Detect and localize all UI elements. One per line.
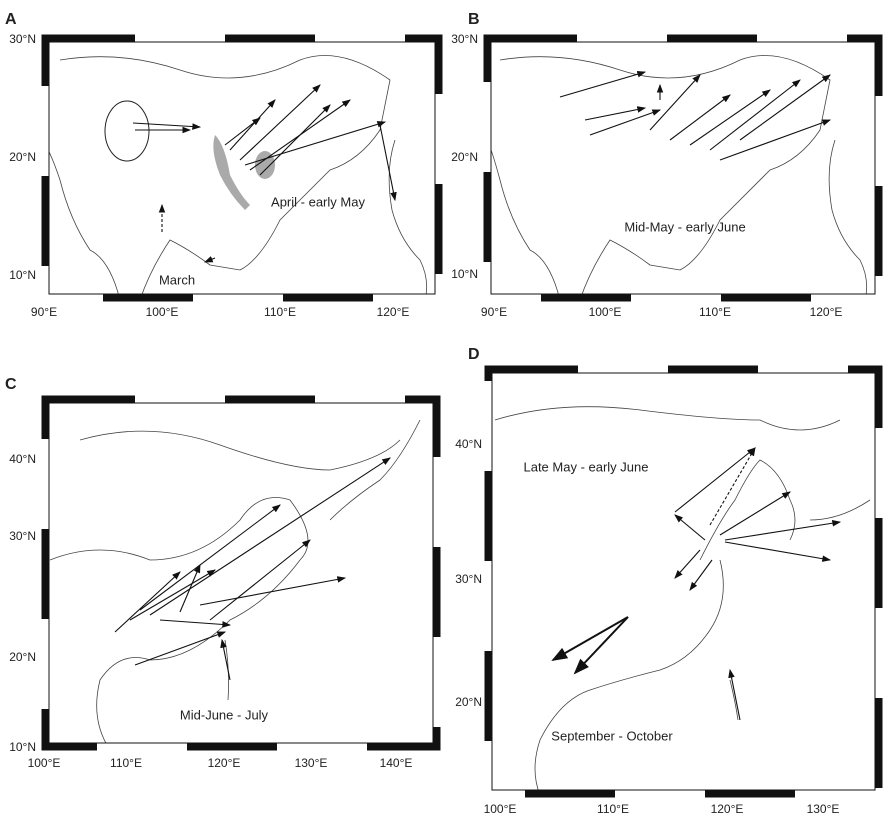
latitude-label: 30°N bbox=[455, 572, 482, 586]
longitude-label: 130°E bbox=[807, 802, 840, 816]
panel-b-map bbox=[483, 34, 883, 302]
period-label: September - October bbox=[551, 728, 673, 743]
longitude-label: 90°E bbox=[31, 305, 57, 319]
longitude-label: 110°E bbox=[699, 305, 731, 319]
longitude-label: 110°E bbox=[597, 802, 629, 816]
longitude-label: 100°E bbox=[589, 305, 622, 319]
latitude-label: 20°N bbox=[9, 150, 36, 164]
panel-a-map bbox=[41, 34, 443, 302]
panel-letter: A bbox=[5, 11, 17, 28]
longitude-label: 140°E bbox=[380, 756, 413, 770]
longitude-label: 110°E bbox=[110, 756, 142, 770]
longitude-label: 130°E bbox=[295, 756, 328, 770]
latitude-label: 10°N bbox=[9, 268, 36, 282]
panel-letter: C bbox=[5, 376, 17, 393]
longitude-label: 120°E bbox=[208, 756, 241, 770]
latitude-label: 30°N bbox=[9, 529, 36, 543]
latitude-label: 30°N bbox=[9, 32, 36, 46]
period-label: Late May - early June bbox=[523, 459, 648, 474]
longitude-label: 120°E bbox=[711, 802, 744, 816]
panel-c-map bbox=[41, 395, 441, 751]
latitude-label: 30°N bbox=[451, 32, 478, 46]
latitude-label: 20°N bbox=[451, 150, 478, 164]
longitude-label: 90°E bbox=[481, 305, 507, 319]
panel-letter: B bbox=[468, 11, 480, 28]
period-label: Mid-May - early June bbox=[624, 219, 745, 234]
longitude-label: 120°E bbox=[377, 305, 410, 319]
latitude-label: 40°N bbox=[9, 452, 36, 466]
latitude-label: 40°N bbox=[455, 437, 482, 451]
panel-letter: D bbox=[468, 346, 480, 363]
longitude-label: 120°E bbox=[810, 305, 843, 319]
longitude-label: 100°E bbox=[146, 305, 179, 319]
latitude-label: 20°N bbox=[9, 650, 36, 664]
period-label: April - early May bbox=[271, 194, 365, 209]
longitude-label: 100°E bbox=[28, 756, 61, 770]
longitude-label: 110°E bbox=[264, 305, 296, 319]
panel-d-map bbox=[484, 365, 883, 798]
longitude-label: 100°E bbox=[484, 802, 517, 816]
period-label: March bbox=[159, 272, 195, 287]
period-label: Mid-June - July bbox=[180, 707, 269, 722]
latitude-label: 20°N bbox=[455, 695, 482, 709]
latitude-label: 10°N bbox=[9, 740, 36, 754]
latitude-label: 10°N bbox=[451, 267, 478, 281]
